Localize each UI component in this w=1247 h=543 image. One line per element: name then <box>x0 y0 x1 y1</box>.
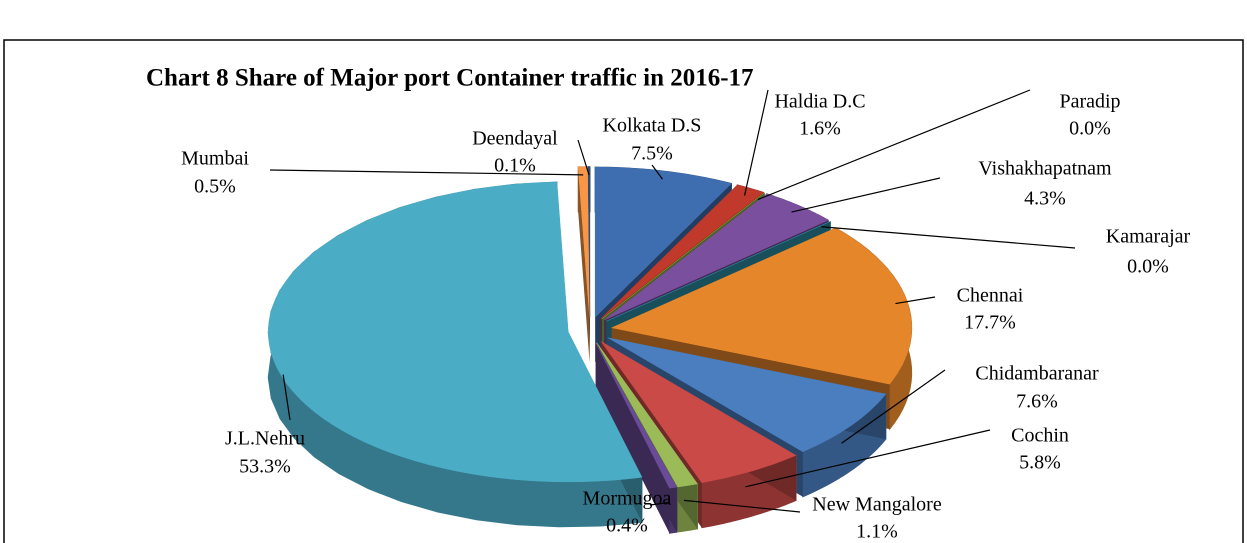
slice-value: 4.3% <box>1024 188 1066 210</box>
chart-border <box>3 39 1244 543</box>
slice-value: 17.7% <box>964 312 1016 334</box>
slice <box>587 166 591 317</box>
slice-label: Haldia D.C <box>774 91 865 113</box>
slice-label: Chidambaranar <box>975 363 1099 385</box>
slice-value: 1.6% <box>799 118 841 140</box>
slice-value: 5.8% <box>1019 452 1061 474</box>
leader-line <box>821 226 1076 249</box>
slice <box>577 166 590 317</box>
slice-value: 0.0% <box>1069 118 1111 140</box>
leader-line <box>282 374 291 421</box>
slice-wall <box>578 166 590 362</box>
leader-line <box>791 177 941 213</box>
slice <box>600 184 764 319</box>
slice-label: J.L.Nehru <box>225 428 305 450</box>
leader-line <box>577 139 590 175</box>
slice <box>595 342 678 489</box>
leader-line <box>745 429 991 488</box>
slice-label: Mormugoa <box>583 488 672 510</box>
slice-value: 53.3% <box>239 456 291 478</box>
leader-line <box>895 296 936 305</box>
slice-label: Vishakhapatnam <box>978 158 1112 180</box>
slice <box>267 181 643 483</box>
slice <box>604 193 829 321</box>
slice-value: 0.0% <box>1127 256 1169 278</box>
slice-label: Cochin <box>1011 425 1069 447</box>
slice-label: Chennai <box>957 285 1024 307</box>
leader-line <box>649 501 671 506</box>
leader-line <box>269 169 584 176</box>
slice <box>600 341 797 483</box>
slice-label: Kamarajar <box>1106 226 1191 248</box>
slice-value: 0.1% <box>494 155 536 177</box>
slice-value: 0.5% <box>194 176 236 198</box>
slice-label: Kolkata D.S <box>603 115 702 137</box>
slice-wall <box>595 342 670 534</box>
slice-label: Deendayal <box>472 128 558 150</box>
chart-title: Chart 8 Share of Major port Container tr… <box>146 65 754 92</box>
slice-label: Mumbai <box>181 148 249 170</box>
slice <box>607 337 887 452</box>
slice-value: 7.6% <box>1016 391 1058 413</box>
leader-line <box>683 499 801 513</box>
slice-value: 7.5% <box>631 143 673 165</box>
slice-label: New Mangalore <box>812 494 942 516</box>
leader-line <box>841 369 946 444</box>
slice <box>596 342 698 488</box>
slice-value: 0.4% <box>606 515 648 537</box>
leader-line <box>651 164 663 180</box>
slice-value: 1.1% <box>856 521 898 543</box>
leader-line <box>743 89 769 196</box>
slice <box>594 166 732 318</box>
slice-label: Paradip <box>1059 91 1120 113</box>
leader-line <box>757 89 1031 201</box>
